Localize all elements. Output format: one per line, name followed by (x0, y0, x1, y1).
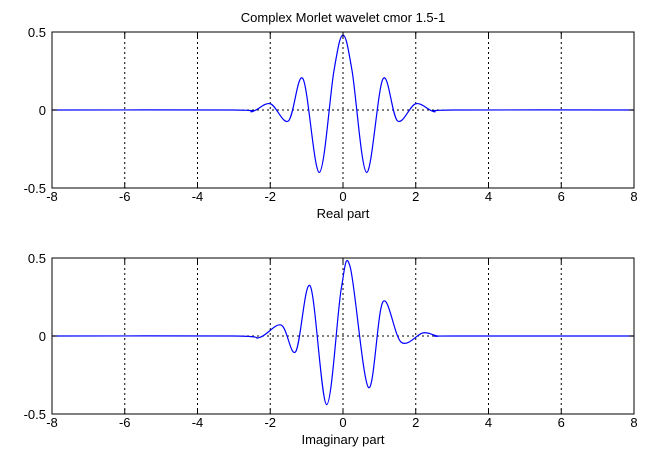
y-tick-label: 0.5 (28, 25, 46, 40)
y-tick-label: -0.5 (24, 181, 46, 196)
x-tick-label: -6 (119, 189, 131, 204)
y-tick-label: 0.5 (28, 251, 46, 266)
x-tick-label: -8 (46, 415, 58, 430)
x-axis-label: Real part (317, 206, 370, 221)
x-tick-label: 0 (339, 415, 346, 430)
x-tick-label: -4 (192, 189, 204, 204)
x-tick-label: -4 (192, 415, 204, 430)
y-tick-label: 0 (39, 329, 46, 344)
x-tick-label: 4 (485, 415, 492, 430)
x-tick-label: -6 (119, 415, 131, 430)
x-tick-label: 6 (558, 189, 565, 204)
y-tick-label: -0.5 (24, 407, 46, 422)
x-tick-label: 2 (412, 189, 419, 204)
x-tick-label: 8 (630, 415, 637, 430)
y-tick-label: 0 (39, 103, 46, 118)
x-tick-label: -2 (264, 415, 276, 430)
subplot-real: -8 -6 -4 -2 0 2 4 6 8 -0.5 0 0.5 Complex Morlet wave… (24, 10, 638, 221)
x-tick-label: 8 (630, 189, 637, 204)
chart-title: Complex Morlet wavelet cmor 1.5-1 (241, 10, 445, 25)
series-line (51, 260, 634, 406)
x-tick-label: -2 (264, 189, 276, 204)
subplot-imaginary: -8 -6 -4 -2 0 2 4 6 8 -0.5 0 0.5 Imaginary part (24, 251, 638, 447)
x-axis-label: Imaginary part (301, 432, 384, 447)
x-tick-label: -8 (46, 189, 58, 204)
x-tick-label: 6 (558, 415, 565, 430)
x-tick-label: 2 (412, 415, 419, 430)
x-tick-label: 0 (339, 189, 346, 204)
x-tick-label: 4 (485, 189, 492, 204)
